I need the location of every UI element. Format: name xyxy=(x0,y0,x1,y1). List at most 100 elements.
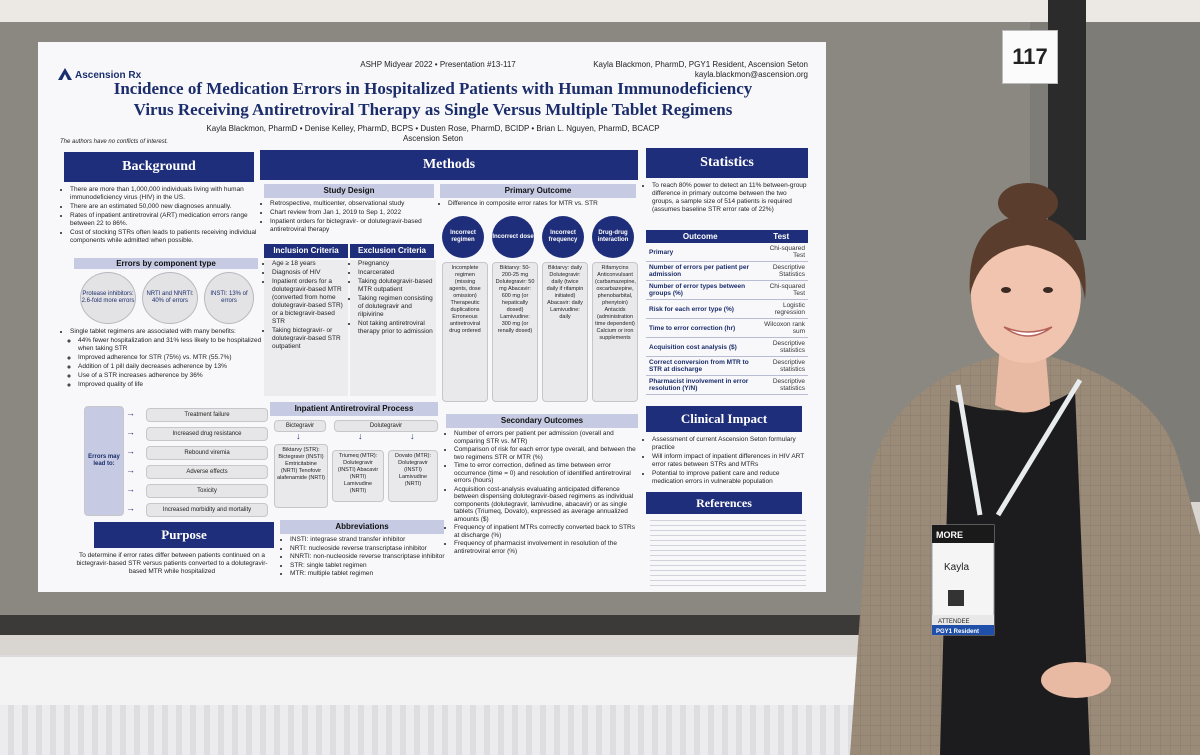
test-cell: Descriptive statistics xyxy=(754,337,808,357)
secondary-outcome: Frequency of pharmacist involvement in r… xyxy=(454,540,642,555)
background-bullet: Rates of inpatient antiretroviral (ART) … xyxy=(70,212,262,228)
booth-number-sign: 117 xyxy=(1002,30,1058,84)
abbreviations-heading: Abbreviations xyxy=(280,520,444,534)
error-type-circle: Incorrect dose xyxy=(492,216,534,258)
secondary-outcomes-heading: Secondary Outcomes xyxy=(446,414,638,428)
clinical-impact-heading: Clinical Impact xyxy=(646,406,802,432)
test-cell: Chi-squared Test xyxy=(754,280,808,300)
outcome-box: Adverse effects xyxy=(146,465,268,479)
outcome-cell: Acquisition cost analysis ($) xyxy=(646,337,755,357)
references-heading: References xyxy=(646,492,802,514)
outcome-cell: Correct conversion from MTR to STR at di… xyxy=(646,356,755,376)
str-benefit: Use of a STR increases adherence by 36% xyxy=(78,372,270,380)
error-type-circle: Incorrect regimen xyxy=(442,216,484,258)
test-cell: Descriptive Statistics xyxy=(754,261,808,281)
inclusion-heading: Inclusion Criteria xyxy=(264,244,348,258)
primary-outcome-text: Difference in composite error rates for … xyxy=(440,200,636,209)
str-benefit: Addition of 1 pill daily decreases adher… xyxy=(78,363,270,371)
down-arrow-icon: ↓ xyxy=(358,431,363,441)
error-type-detail: Incomplete regimen (missing agents, dose… xyxy=(442,262,488,402)
test-column-header: Test xyxy=(754,230,808,243)
arrow-icon: → xyxy=(126,465,135,475)
test-cell: Chi-squared Test xyxy=(754,243,808,262)
outcome-cell: Time to error correction (hr) xyxy=(646,318,755,338)
background-heading: Background xyxy=(64,152,254,182)
background-bullet: Cost of stocking STRs often leads to pat… xyxy=(70,229,262,245)
test-cell: Descriptive statistics xyxy=(754,356,808,376)
primary-outcome-heading: Primary Outcome xyxy=(440,184,636,198)
author-list: Kayla Blackmon, PharmD • Denise Kelley, … xyxy=(206,124,660,133)
error-type-detail: Rifamycins Anticonvulsant (carbamazepine… xyxy=(592,262,638,402)
table-row: Acquisition cost analysis ($) Descriptive… xyxy=(646,337,808,357)
poster-header: Ascension Rx ASHP Midyear 2022 • Present… xyxy=(38,42,826,154)
outcome-cell: Risk for each error type (%) xyxy=(646,299,755,319)
presenter: Kayla Blackmon, PharmD, PGY1 Resident, A… xyxy=(593,60,808,69)
table-row: Pharmacist involvement in error resoluti… xyxy=(646,375,808,395)
table-skirt xyxy=(0,705,860,755)
statistics-table: Outcome Test Primary Chi-squared Test Num… xyxy=(646,230,808,395)
disclosure: The authors have no conflicts of interes… xyxy=(60,139,169,145)
down-arrow-icon: ↓ xyxy=(410,431,415,441)
exclusion-item: Taking regimen consisting of dolutegravi… xyxy=(358,295,436,319)
study-design-heading: Study Design xyxy=(264,184,434,198)
background-bullets: There are more than 1,000,000 individual… xyxy=(62,186,262,246)
abbreviation: STR: single tablet regimen xyxy=(290,562,452,570)
badge-banner: MORE xyxy=(936,530,963,540)
outcome-box: Increased drug resistance xyxy=(146,427,268,441)
table-row: Time to error correction (hr) Wilcoxon ra… xyxy=(646,318,808,338)
test-cell: Logistic regression xyxy=(754,299,808,319)
methods-heading: Methods xyxy=(260,150,638,180)
research-poster: Ascension Rx ASHP Midyear 2022 • Present… xyxy=(38,42,826,592)
table-row: Correct conversion from MTR to STR at di… xyxy=(646,356,808,376)
pi-error-circle: Protease inhibitors: 2.6-fold more error… xyxy=(80,272,136,324)
str-benefits: Single tablet regimens are associated wi… xyxy=(62,328,270,390)
exclusion-heading: Exclusion Criteria xyxy=(350,244,434,258)
inclusion-item: Taking bictegravir- or dolutegravir-base… xyxy=(272,327,348,351)
presenter-photo: MORE Kayla ATTENDEE PGY1 Resident xyxy=(850,183,1200,755)
outcome-cell: Pharmacist involvement in error resoluti… xyxy=(646,375,755,395)
background-bullet: There are an estimated 50,000 new diagno… xyxy=(70,203,262,211)
institution: Ascension Seton xyxy=(402,134,464,143)
meeting-info: ASHP Midyear 2022 • Presentation #13-117 xyxy=(360,60,516,69)
inclusion-item: Inpatient orders for a dolutegravir-base… xyxy=(272,278,348,326)
nrti-error-circle: NRTI and NNRTI: 40% of errors xyxy=(142,272,198,324)
logo-icon xyxy=(58,68,72,80)
biktarvy-box: Biktarvy (STR): Bictegravir (INSTI) Emtr… xyxy=(274,444,328,508)
error-type-detail: Biktarvy: 50-200-25 mg Dolutegravir: 50 … xyxy=(492,262,538,402)
statistics-heading: Statistics xyxy=(646,148,808,178)
outcome-box: Treatment failure xyxy=(146,408,268,422)
secondary-outcome: Comparison of risk for each error type o… xyxy=(454,446,642,461)
outcome-box: Toxicity xyxy=(146,484,268,498)
primary-outcome-item: Difference in composite error rates for … xyxy=(448,200,636,208)
str-intro: Single tablet regimens are associated wi… xyxy=(70,328,270,336)
arrow-icon: → xyxy=(126,503,135,513)
badge-name: Kayla xyxy=(944,562,969,573)
table-row: Primary Chi-squared Test xyxy=(646,243,808,262)
badge-tag: PGY1 Resident xyxy=(936,629,979,635)
arrow-icon: → xyxy=(126,446,135,456)
outcome-column-header: Outcome xyxy=(646,230,755,243)
exclusion-list: Pregnancy Incarcerated Taking dolutegrav… xyxy=(350,260,436,396)
inclusion-item: Age ≥ 18 years xyxy=(272,260,348,268)
purpose-text: To determine if error rates differ betwe… xyxy=(76,552,268,575)
ascension-logo: Ascension Rx xyxy=(58,68,141,81)
inclusion-list: Age ≥ 18 years Diagnosis of HIV Inpatien… xyxy=(264,260,348,396)
arrow-icon: → xyxy=(126,427,135,437)
wall xyxy=(0,0,1200,22)
dolutegravir-label: Dolutegravir xyxy=(334,420,438,432)
error-type-circle: Drug-drug interaction xyxy=(592,216,634,258)
bictegravir-label: Bictegravir xyxy=(274,420,326,432)
str-benefit: Improved quality of life xyxy=(78,381,270,389)
study-design-item: Chart review from Jan 1, 2019 to Sep 1, … xyxy=(270,209,440,217)
secondary-outcome: Number of errors per patient per admissi… xyxy=(454,430,642,445)
errors-lead-to-label: Errors may lead to: xyxy=(84,406,124,516)
outcome-box: Rebound viremia xyxy=(146,446,268,460)
error-type-detail: Biktarvy: daily Dolutegravir: daily (twi… xyxy=(542,262,588,402)
clinical-impact-item: Assessment of current Ascension Seton fo… xyxy=(652,436,812,452)
clinical-impact-item: Will inform impact of inpatient differen… xyxy=(652,453,812,469)
dovato-box: Dovato (MTR): Dolutegravir (INSTI) Lamiv… xyxy=(388,450,438,502)
secondary-outcomes-list: Number of errors per patient per admissi… xyxy=(446,430,642,556)
poster-title: Incidence of Medication Errors in Hospit… xyxy=(113,79,753,119)
abbreviations-list: INSTI: integrase strand transfer inhibit… xyxy=(282,536,452,579)
str-benefit: 44% fewer hospitalization and 31% less l… xyxy=(78,337,270,353)
